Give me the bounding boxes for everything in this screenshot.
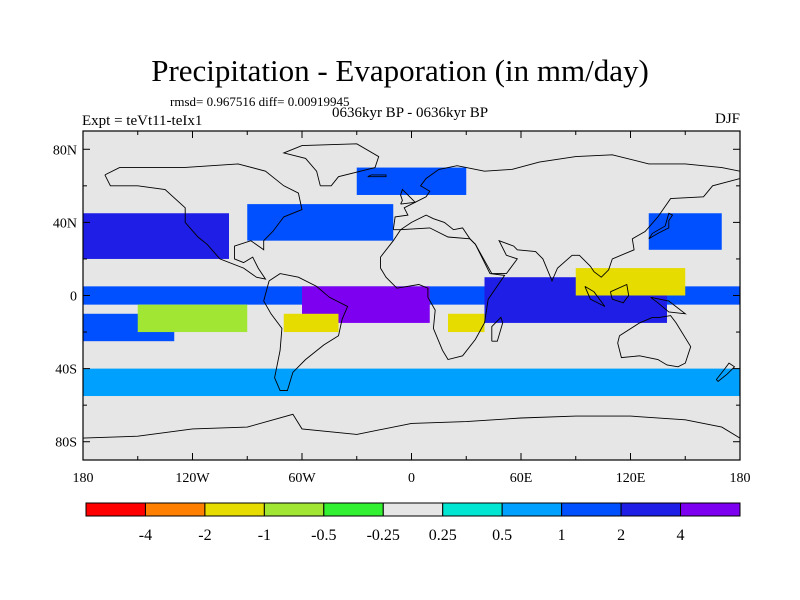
colorbar-swatch — [144, 502, 206, 517]
field-patch — [356, 167, 467, 195]
colorbar-label: -0.25 — [367, 527, 400, 544]
field-patch — [648, 213, 722, 250]
colorbar-label: 0.25 — [429, 527, 457, 544]
x-tick-label: 180 — [730, 471, 751, 486]
field-patch — [247, 204, 394, 241]
x-tick-label: 120E — [616, 471, 646, 486]
stats-label: rmsd= 0.967516 diff= 0.00919945 — [170, 94, 350, 109]
field-patch — [575, 268, 686, 296]
y-tick-label: 80N — [53, 143, 77, 158]
coastline — [584, 286, 606, 307]
y-tick-label: 0 — [70, 290, 77, 305]
coastline — [282, 143, 380, 187]
x-tick-label: 0 — [408, 471, 415, 486]
colorbar-swatch — [85, 502, 146, 517]
colorbar-label: -1 — [258, 527, 271, 544]
coastline — [715, 362, 736, 383]
field-patch — [83, 368, 740, 397]
coastline — [609, 283, 630, 304]
colorbar-swatch — [620, 502, 682, 517]
colorbar-label: 4 — [677, 527, 685, 544]
season-label: DJF — [714, 111, 740, 127]
coastline — [648, 212, 674, 240]
x-tick-label: 180 — [73, 471, 94, 486]
colorbar-label: -2 — [198, 527, 211, 544]
colorbar-swatch — [561, 502, 622, 517]
colorbar-swatch — [323, 502, 384, 517]
colorbar-swatch — [501, 502, 563, 517]
x-tick-label: 60W — [288, 471, 316, 486]
coastline — [82, 413, 741, 439]
y-tick-label: 80S — [55, 436, 77, 451]
coastline — [263, 273, 349, 391]
field-patch — [137, 304, 248, 333]
field-layer — [83, 131, 740, 460]
field-patch — [83, 213, 229, 259]
coastline — [650, 296, 687, 315]
field-patch — [448, 313, 485, 333]
coastline — [491, 316, 504, 342]
plot-title: Precipitation - Evaporation (in mm/day) — [151, 53, 649, 88]
field-patch — [283, 313, 339, 333]
axis-layer: 180 120W 60W 0 60E 120E 180 80N 40N 0 40S 80S — [53, 130, 751, 486]
coastline — [400, 188, 417, 205]
coastline — [617, 315, 692, 368]
colorbar: -4 -2 -1 -0.5 -0.25 0.25 0.5 1 2 4 — [85, 502, 741, 544]
y-tick-label: 40S — [55, 363, 77, 378]
colorbar-label: 0.5 — [492, 527, 512, 544]
field-patch — [594, 295, 667, 323]
colorbar-label: -4 — [139, 527, 152, 544]
coastline — [367, 174, 387, 178]
x-tick-label: 60E — [510, 471, 533, 486]
colorbar-swatch — [680, 502, 741, 517]
colorbar-swatch — [442, 502, 503, 517]
x-tick-label: 120W — [175, 471, 210, 486]
coastline — [380, 227, 506, 361]
colorbar-swatch — [382, 502, 444, 517]
colorbar-label: 2 — [617, 527, 625, 544]
coastline — [104, 163, 303, 280]
experiment-label: Expt = teVt11-teIx1 — [82, 113, 203, 129]
colorbar-swatch — [204, 502, 265, 517]
coastline-layer — [82, 143, 741, 439]
y-tick-label: 40N — [53, 216, 77, 231]
period-label: 0636kyr BP - 0636kyr BP — [331, 105, 489, 121]
colorbar-label: -0.5 — [311, 527, 336, 544]
colorbar-label: 1 — [558, 527, 566, 544]
colorbar-swatch — [263, 502, 325, 517]
